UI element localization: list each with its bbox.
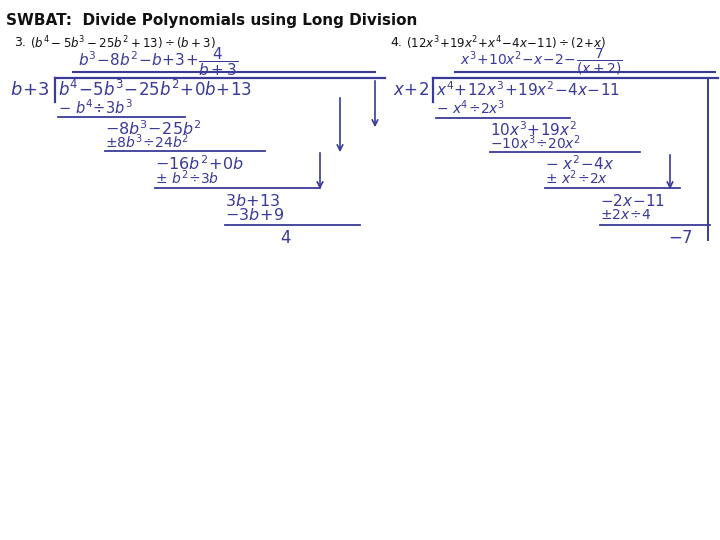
Text: $x\!+\!2$: $x\!+\!2$ [393,81,429,99]
Text: $b^4\!-\!5b^3\!-\!25b^2\!+\!0b\!+\!13$: $b^4\!-\!5b^3\!-\!25b^2\!+\!0b\!+\!13$ [58,80,252,100]
Text: $(12x^3\!+\!19x^2\!+\!x^4\!-\!4x\!-\!11)\div(2\!+\!x)$: $(12x^3\!+\!19x^2\!+\!x^4\!-\!4x\!-\!11)… [406,34,606,52]
Text: $3b\!+\!13$: $3b\!+\!13$ [225,193,281,209]
Text: 4.: 4. [390,37,402,50]
Text: $-7$: $-7$ [668,229,693,247]
Text: $-8b^3\!-\!25b^2$: $-8b^3\!-\!25b^2$ [105,120,202,138]
Text: SWBAT:  Divide Polynomials using Long Division: SWBAT: Divide Polynomials using Long Div… [6,13,418,28]
Text: $-10x^3\!\div\!20x^2$: $-10x^3\!\div\!20x^2$ [490,134,581,152]
Text: $(b^4-5b^3-25b^2+13)\div(b+3)$: $(b^4-5b^3-25b^2+13)\div(b+3)$ [30,34,216,52]
Text: $-\ x^4\!\div\!2x^3$: $-\ x^4\!\div\!2x^3$ [436,99,505,117]
Text: $-\ b^4\!\div\!3b^3$: $-\ b^4\!\div\!3b^3$ [58,99,133,117]
Text: $\pm\ x^2\!\div\!2x$: $\pm\ x^2\!\div\!2x$ [545,168,608,187]
Text: $-\ x^2\!-\!4x$: $-\ x^2\!-\!4x$ [545,154,614,173]
Text: $b^3\!-\!8b^2\!-\!b\!+\!3\!+\!\dfrac{4}{b+3}$: $b^3\!-\!8b^2\!-\!b\!+\!3\!+\!\dfrac{4}{… [78,45,238,78]
Text: $x^4\!+\!12x^3\!+\!19x^2\!-\!4x\!-\!11$: $x^4\!+\!12x^3\!+\!19x^2\!-\!4x\!-\!11$ [436,80,620,99]
Text: $-2x\!-\!11$: $-2x\!-\!11$ [600,193,665,209]
Text: $-16b^2\!+\!0b$: $-16b^2\!+\!0b$ [155,154,243,173]
Text: $x^3\!+\!10x^2\!-\!x\!-\!2\!-\!\dfrac{7}{(x+2)}$: $x^3\!+\!10x^2\!-\!x\!-\!2\!-\!\dfrac{7}… [460,47,623,77]
Text: $-3b\!+\!9$: $-3b\!+\!9$ [225,207,284,223]
Text: $\pm2x\!\div\!4$: $\pm2x\!\div\!4$ [600,208,651,222]
Text: $\pm\ b^2\!\div\!3b$: $\pm\ b^2\!\div\!3b$ [155,168,219,187]
Text: $\pm8b^3\!\div\!24b^2$: $\pm8b^3\!\div\!24b^2$ [105,133,189,151]
Text: $4$: $4$ [280,229,292,247]
Text: $10x^3\!+\!19x^2$: $10x^3\!+\!19x^2$ [490,120,577,139]
Text: $b\!+\!3$: $b\!+\!3$ [10,81,50,99]
Text: 3.: 3. [14,37,26,50]
